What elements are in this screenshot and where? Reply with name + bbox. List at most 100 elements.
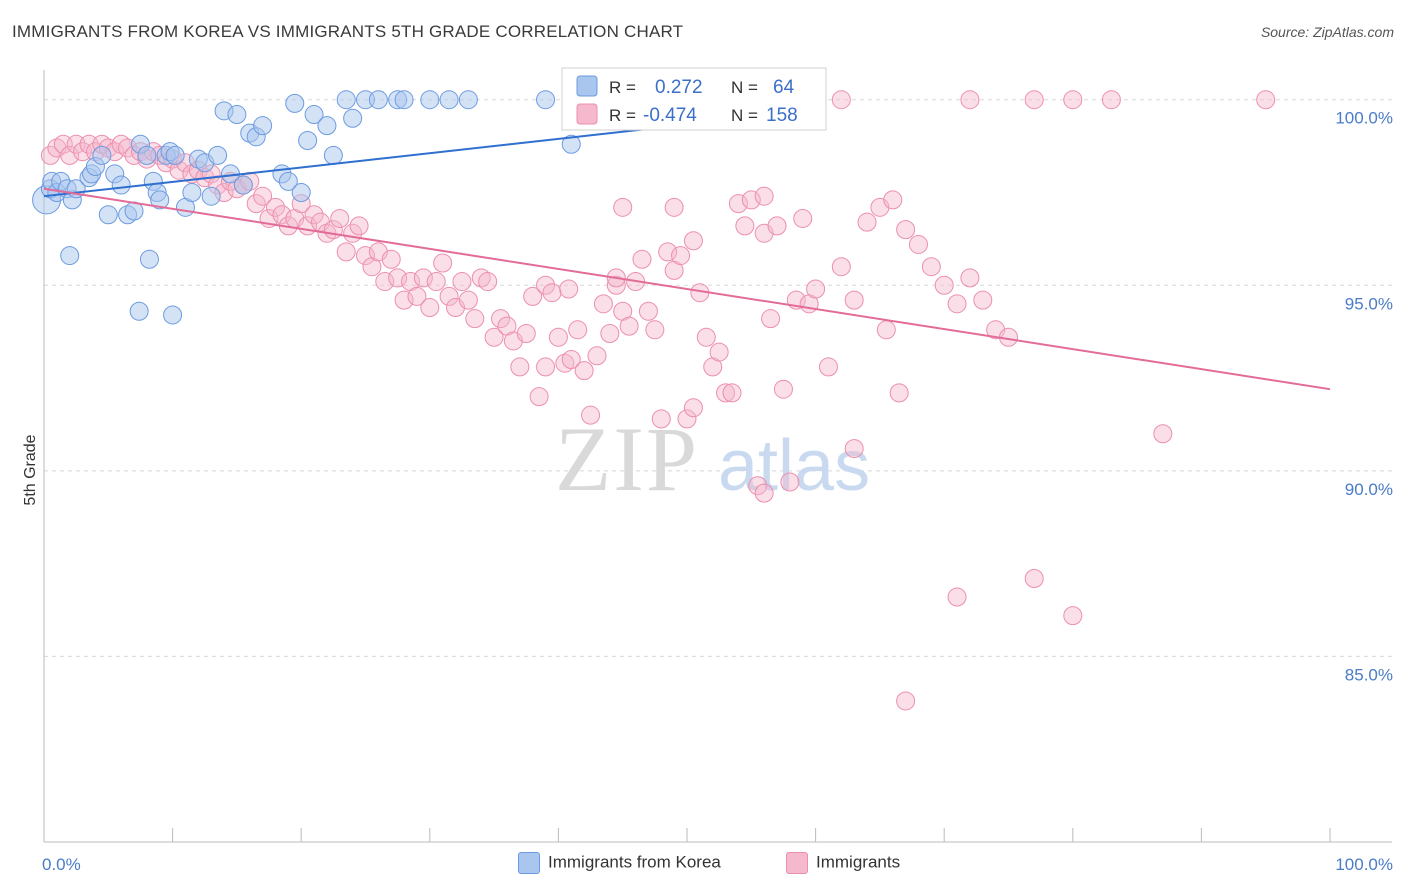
point-immigrants-142 xyxy=(754,483,774,503)
axes xyxy=(43,70,1392,843)
watermark-zip: ZIP xyxy=(555,408,699,510)
point-immigrants-52 xyxy=(375,272,395,292)
point-immigrants-96 xyxy=(658,242,678,262)
point-korea-46 xyxy=(336,90,356,110)
bottom-legend-swatch-korea xyxy=(518,852,540,874)
point-immigrants-121 xyxy=(844,290,864,310)
point-immigrants-11 xyxy=(111,134,131,154)
point-korea-49 xyxy=(368,90,388,110)
point-immigrants-87 xyxy=(600,324,620,344)
point-immigrants-53 xyxy=(381,249,401,269)
point-korea-43 xyxy=(304,105,324,125)
stats-legend: R = 0.272 N = 64 R = -0.474 N = 158 xyxy=(561,67,827,131)
series-immigrants xyxy=(40,90,1276,711)
point-immigrants-137 xyxy=(754,186,774,206)
point-immigrants-113 xyxy=(773,379,793,399)
legend-n-immigrants: 158 xyxy=(766,105,798,126)
point-immigrants-81 xyxy=(561,350,581,369)
point-korea-60 xyxy=(60,246,80,266)
point-korea-63 xyxy=(163,305,183,325)
point-immigrants-82 xyxy=(568,320,588,340)
point-immigrants-141 xyxy=(748,476,768,496)
legend-r-label-immigrants: R = xyxy=(609,106,636,125)
legend-swatch-immigrants xyxy=(576,103,598,125)
point-immigrants-151 xyxy=(1063,90,1083,110)
point-immigrants-152 xyxy=(1101,90,1121,110)
point-immigrants-118 xyxy=(806,279,826,299)
point-korea-55 xyxy=(536,90,556,110)
point-immigrants-92 xyxy=(632,249,652,269)
point-korea-33 xyxy=(227,105,247,125)
point-immigrants-83 xyxy=(574,361,594,381)
legend-n-korea: 64 xyxy=(773,77,795,98)
point-immigrants-93 xyxy=(638,301,658,321)
point-immigrants-48 xyxy=(349,216,369,236)
legend-r-korea: 0.272 xyxy=(655,77,703,98)
point-immigrants-78 xyxy=(542,283,562,303)
point-immigrants-86 xyxy=(593,294,613,314)
point-immigrants-153 xyxy=(1256,90,1276,110)
x-tick-label-0: 0.0% xyxy=(42,855,81,874)
point-immigrants-73 xyxy=(510,357,530,377)
point-immigrants-46 xyxy=(336,242,356,262)
point-immigrants-77 xyxy=(536,275,556,295)
point-immigrants-138 xyxy=(889,383,909,403)
bottom-legend-label-immigrants: Immigrants xyxy=(816,852,901,872)
y-tick-label-3: 85.0% xyxy=(1345,665,1393,684)
point-korea-39 xyxy=(278,171,298,191)
point-immigrants-124 xyxy=(876,320,896,340)
point-immigrants-120 xyxy=(831,257,851,277)
point-immigrants-129 xyxy=(934,275,954,295)
point-immigrants-150 xyxy=(1024,90,1044,110)
point-immigrants-84 xyxy=(581,405,601,425)
point-korea-61 xyxy=(139,249,159,269)
point-immigrants-140 xyxy=(844,439,864,459)
point-immigrants-36 xyxy=(272,205,292,225)
y-tick-labels: 100.0% 95.0% 90.0% 85.0% xyxy=(1335,109,1393,685)
point-immigrants-131 xyxy=(960,268,980,288)
point-immigrants-68 xyxy=(478,272,498,292)
legend-r-immigrants: -0.474 xyxy=(643,105,697,126)
point-immigrants-35 xyxy=(265,197,285,217)
chart-title: IMMIGRANTS FROM KOREA VS IMMIGRANTS 5TH … xyxy=(12,22,684,41)
point-immigrants-130 xyxy=(947,294,967,314)
point-korea-24 xyxy=(165,145,185,165)
point-immigrants-109 xyxy=(741,190,761,210)
point-immigrants-135 xyxy=(613,197,633,217)
x-tick-label-1: 100.0% xyxy=(1335,855,1393,874)
point-korea-26 xyxy=(182,182,202,202)
bottom-legend-swatch-immigrants xyxy=(786,852,808,874)
legend-swatch-korea xyxy=(576,75,598,97)
point-immigrants-132 xyxy=(973,290,993,310)
point-immigrants-119 xyxy=(818,357,838,377)
point-immigrants-59 xyxy=(420,298,440,318)
point-immigrants-85 xyxy=(587,346,607,366)
point-immigrants-127 xyxy=(908,234,928,254)
point-immigrants-60 xyxy=(426,272,446,292)
point-immigrants-102 xyxy=(696,327,716,347)
point-immigrants-66 xyxy=(465,309,485,329)
point-immigrants-45 xyxy=(330,208,350,228)
point-immigrants-76 xyxy=(529,387,549,407)
point-immigrants-128 xyxy=(921,257,941,277)
point-immigrants-139 xyxy=(1153,424,1173,444)
point-immigrants-62 xyxy=(439,286,459,306)
bottom-legend-label-korea: Immigrants from Korea xyxy=(548,852,721,872)
point-immigrants-155 xyxy=(559,279,579,299)
point-korea-51 xyxy=(394,90,414,110)
watermark-atlas: atlas xyxy=(718,426,870,506)
bottom-legend-korea: Immigrants from Korea xyxy=(518,852,721,874)
point-immigrants-32 xyxy=(246,194,266,214)
point-korea-37 xyxy=(253,116,273,136)
y-tick-label-2: 90.0% xyxy=(1345,480,1393,499)
point-korea-11 xyxy=(92,145,112,165)
point-immigrants-106 xyxy=(722,383,742,403)
point-immigrants-144 xyxy=(1063,606,1083,626)
point-korea-42 xyxy=(298,131,318,151)
point-korea-14 xyxy=(111,175,131,195)
point-korea-54 xyxy=(458,90,478,110)
legend-r-label-korea: R = xyxy=(609,78,636,97)
point-immigrants-54 xyxy=(388,268,408,288)
point-immigrants-61 xyxy=(433,253,453,273)
